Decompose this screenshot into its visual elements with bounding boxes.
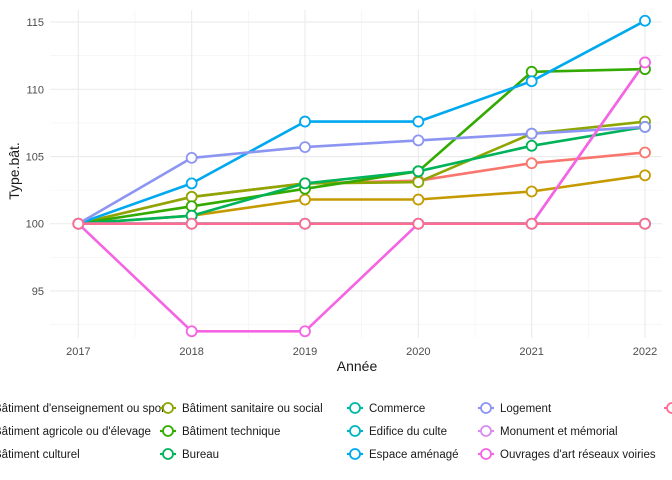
y-tick-label: 95 xyxy=(32,286,44,298)
grid xyxy=(50,10,662,338)
y-tick-label: 115 xyxy=(26,17,44,29)
legend-item: Bâtiment sanitaire ou social xyxy=(160,402,323,415)
legend-label: Commerce xyxy=(369,403,425,415)
legend-item: Bâtiment culturel xyxy=(0,449,80,461)
data-point xyxy=(412,134,425,147)
data-point xyxy=(185,177,198,190)
legend-label: Bâtiment d'enseignement ou sport xyxy=(0,403,169,415)
legend-item: Ouvrages d'art réseaux voiries xyxy=(478,448,656,461)
x-tick-label: 2019 xyxy=(293,346,317,358)
x-tick-label: 2021 xyxy=(519,346,543,358)
legend-key-marker xyxy=(162,425,174,437)
data-point xyxy=(185,200,198,213)
series-line xyxy=(77,61,647,333)
data-point xyxy=(185,325,198,338)
legend: Bâtiment d'enseignement ou sport Bâtiment… xyxy=(0,402,672,461)
data-point xyxy=(412,193,425,206)
legend-item: Bâtiment agricole ou d'élevage xyxy=(0,426,151,438)
data-point xyxy=(525,217,538,230)
y-tick-label: 110 xyxy=(26,84,44,96)
data-point xyxy=(525,139,538,152)
data-point xyxy=(525,127,538,140)
data-point xyxy=(639,146,651,159)
data-point xyxy=(412,217,425,230)
data-point xyxy=(185,190,198,203)
series-points xyxy=(72,14,651,338)
legend-label: Bâtiment technique xyxy=(182,426,280,438)
y-tick-label: 100 xyxy=(26,219,44,231)
legend-label: Bâtiment culturel xyxy=(0,449,80,461)
y-axis-ticks: 95 100 105 110 115 xyxy=(26,17,44,298)
series-line xyxy=(78,125,646,225)
x-tick-label: 2018 xyxy=(179,346,203,358)
data-point xyxy=(639,169,651,182)
data-point xyxy=(72,217,85,230)
legend-label: Ouvrages d'art réseaux voiries xyxy=(500,449,656,461)
x-tick-label: 2022 xyxy=(633,346,657,358)
legend-item: Logement xyxy=(478,402,552,415)
data-point xyxy=(185,217,198,230)
legend-label: Edifice du culte xyxy=(369,426,447,438)
data-point xyxy=(299,193,311,206)
series-line xyxy=(77,125,646,225)
legend-label: Bâtiment agricole ou d'élevage xyxy=(0,426,151,438)
legend-key-marker xyxy=(349,425,361,437)
legend-key-marker xyxy=(480,448,492,460)
legend-key-marker xyxy=(162,402,174,414)
legend-item: Monument et mémorial xyxy=(478,425,618,438)
legend-label: Bâtiment sanitaire ou social xyxy=(182,403,323,415)
legend-label: Bureau xyxy=(182,449,219,461)
legend-item: Bureau xyxy=(160,448,219,461)
data-point xyxy=(412,176,425,188)
legend-key-marker xyxy=(480,402,492,414)
legend-label: Logement xyxy=(500,403,552,415)
legend-item: Bâtiment technique xyxy=(160,425,280,438)
legend-label: Monument et mémorial xyxy=(500,426,618,438)
x-tick-label: 2017 xyxy=(66,346,90,358)
legend-key-marker xyxy=(162,448,174,460)
data-point xyxy=(639,121,651,133)
legend-item: Edifice du culte xyxy=(347,425,447,438)
data-point xyxy=(299,325,311,338)
y-tick-label: 105 xyxy=(26,152,44,164)
data-point xyxy=(525,157,538,170)
series-lines xyxy=(77,19,647,333)
data-point xyxy=(299,141,311,154)
data-point xyxy=(299,115,311,128)
data-point xyxy=(639,56,651,69)
legend-item-clipped xyxy=(664,402,672,414)
data-point xyxy=(185,151,198,164)
legend-key-marker xyxy=(349,402,361,414)
legend-key-marker xyxy=(666,402,672,414)
data-point xyxy=(299,177,311,190)
legend-key-marker xyxy=(480,425,492,437)
data-point xyxy=(525,185,538,198)
series-line xyxy=(77,19,646,225)
data-point xyxy=(525,75,538,88)
legend-item: Espace aménagé xyxy=(347,448,459,461)
x-axis-title: Année xyxy=(337,358,378,374)
legend-key-marker xyxy=(349,448,361,460)
x-axis-ticks: 2017 2018 2019 2020 2021 2022 xyxy=(66,346,657,358)
x-tick-label: 2020 xyxy=(406,346,430,358)
data-point xyxy=(639,217,651,230)
data-point xyxy=(412,115,425,128)
legend-label: Espace aménagé xyxy=(369,449,459,461)
data-point xyxy=(639,14,651,27)
legend-item: Bâtiment d'enseignement ou sport xyxy=(0,403,169,415)
y-axis-title: Type.bât. xyxy=(6,142,22,200)
data-point xyxy=(525,65,538,78)
data-point xyxy=(412,165,425,178)
legend-item: Commerce xyxy=(347,402,425,415)
data-point xyxy=(299,217,311,230)
